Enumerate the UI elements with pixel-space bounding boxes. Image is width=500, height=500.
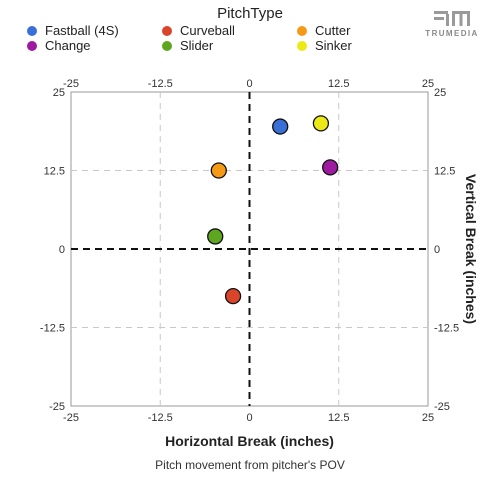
x-tick-label-bottom: -12.5	[148, 412, 173, 424]
y-tick-label-right: 25	[434, 87, 446, 99]
x-tick-label-bottom: -25	[63, 412, 79, 424]
legend-label-slider: Slider	[180, 38, 214, 53]
x-tick-label-top: 25	[422, 78, 434, 90]
y-tick-label-right: -25	[434, 401, 450, 413]
point-sinker[interactable]	[312, 115, 330, 132]
legend-label-sinker: Sinker	[315, 38, 352, 53]
y-tick-label-right: 0	[434, 244, 440, 256]
legend-swatch-sinker	[297, 41, 307, 51]
y-tick-label-left: -12.5	[40, 323, 65, 335]
zero-lines	[71, 92, 428, 406]
x-tick-label-top: 0	[246, 78, 252, 90]
legend-item-fastball[interactable]: Fastball (4S)	[27, 23, 119, 38]
legend-item-slider[interactable]: Slider	[162, 38, 213, 53]
legend-item-cutter[interactable]: Cutter	[297, 23, 350, 38]
legend-swatch-cutter	[297, 26, 307, 36]
point-curveball[interactable]	[224, 287, 242, 305]
legend-swatch-curveball	[162, 26, 172, 36]
x-tick-label-top: -12.5	[148, 78, 173, 90]
legend-label-cutter: Cutter	[315, 23, 351, 38]
point-slider[interactable]	[207, 228, 224, 245]
x-tick-label-bottom: 25	[422, 412, 434, 424]
legend-label-change: Change	[45, 38, 91, 53]
brand-name: TRUMEDIA	[425, 29, 479, 38]
y-tick-label-left: 25	[53, 87, 65, 99]
trumedia-logo-icon	[434, 11, 470, 26]
y-tick-label-right: -12.5	[434, 323, 459, 335]
point-change[interactable]	[322, 159, 339, 176]
y-tick-label-right: 12.5	[434, 166, 455, 178]
x-axis-title: Horizontal Break (inches)	[165, 433, 334, 449]
point-fastball-4s[interactable]	[272, 118, 289, 135]
point-cutter[interactable]	[210, 162, 227, 179]
legend-label-fastball: Fastball (4S)	[45, 23, 119, 38]
legend-swatch-fastball	[27, 26, 37, 36]
x-tick-label-bottom: 12.5	[328, 412, 349, 424]
legend-item-change[interactable]: Change	[27, 38, 91, 53]
legend-swatch-change	[27, 41, 37, 51]
x-tick-label-bottom: 0	[246, 412, 252, 424]
x-tick-label-top: -25	[63, 78, 79, 90]
y-tick-label-left: -25	[49, 401, 65, 413]
chart-caption: Pitch movement from pitcher's POV	[155, 458, 345, 472]
y-axis-title: Vertical Break (inches)	[463, 174, 479, 324]
legend-swatch-slider	[162, 41, 172, 51]
legend-title: PitchType	[217, 5, 283, 22]
legend-item-curveball[interactable]: Curveball	[162, 23, 235, 38]
trumedia-logo: TRUMEDIA	[418, 10, 486, 38]
x-tick-label-top: 12.5	[328, 78, 349, 90]
y-tick-label-left: 0	[59, 244, 65, 256]
legend-label-curveball: Curveball	[180, 23, 235, 38]
legend-item-sinker[interactable]: Sinker	[297, 38, 352, 53]
data-points	[207, 115, 339, 305]
y-tick-label-left: 12.5	[44, 166, 65, 178]
